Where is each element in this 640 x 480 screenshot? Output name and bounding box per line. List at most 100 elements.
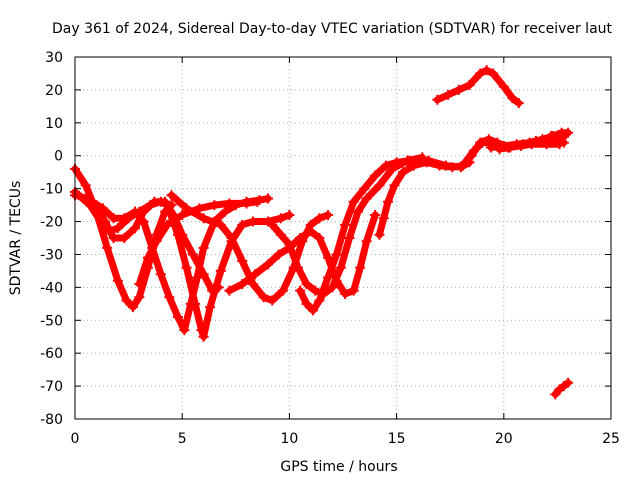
data-point [327, 282, 338, 293]
data-point [513, 98, 524, 109]
data-point [563, 127, 574, 138]
series-trace [433, 66, 523, 107]
data-point [166, 190, 177, 201]
data-point [155, 269, 166, 280]
series-arc-11 [432, 65, 524, 109]
data-point [262, 259, 273, 270]
data-point [468, 145, 479, 156]
y-tick-label: -30 [40, 247, 63, 263]
series-arc-13 [485, 127, 574, 153]
data-point [224, 285, 235, 296]
data-point [295, 233, 306, 243]
data-point [374, 229, 385, 240]
data-point [355, 262, 366, 273]
data-point [361, 236, 372, 247]
data-point [112, 223, 123, 234]
data-point [198, 213, 209, 224]
data-point [196, 325, 207, 336]
data-point [292, 262, 303, 273]
data-point [181, 262, 192, 273]
data-point [149, 196, 160, 207]
data-point [192, 272, 203, 283]
data-point [250, 269, 261, 280]
data-point [237, 219, 248, 230]
data-point [252, 196, 263, 207]
data-point [344, 233, 355, 243]
data-point [295, 285, 306, 296]
data-point [213, 282, 224, 293]
data-point [361, 193, 372, 204]
data-point [340, 219, 351, 230]
y-tick-label: -10 [40, 182, 63, 198]
axis-ticks: 0 5 10 15 20 25 -80 -70 -60 -50 -40 -30 -20 -10 0 10 20 3… [40, 50, 620, 447]
data-point [237, 256, 248, 267]
data-point [198, 331, 209, 342]
data-point [331, 249, 342, 260]
data-point [284, 239, 295, 250]
data-point [348, 285, 359, 296]
data-point [80, 180, 91, 191]
data-point [162, 219, 173, 230]
data-point [121, 295, 132, 306]
data-point [273, 249, 284, 260]
data-point [353, 206, 364, 217]
data-point [348, 196, 359, 207]
data-point [102, 242, 113, 253]
data-point [134, 292, 145, 303]
data-point [310, 285, 321, 296]
series-arc-15 [550, 377, 574, 400]
data-point [322, 272, 333, 283]
x-tick-label: 10 [280, 431, 298, 447]
data-point [138, 206, 149, 217]
data-point [464, 79, 475, 90]
chart-title: Day 361 of 2024, Sidereal Day-to-day VTE… [52, 21, 613, 37]
data-point [160, 196, 171, 207]
data-point [447, 162, 458, 173]
x-axis-label: GPS time / hours [280, 459, 397, 475]
data-point [275, 213, 286, 224]
data-point [138, 216, 149, 227]
data-point [108, 233, 119, 243]
data-point [224, 198, 235, 209]
data-point [398, 167, 409, 178]
data-point [335, 262, 346, 273]
data-point [378, 213, 389, 224]
y-tick-label: -80 [40, 412, 63, 428]
data-point [301, 298, 312, 309]
y-axis-label: SDTVAR / TECUs [8, 181, 24, 296]
data-point [215, 219, 226, 230]
data-point [241, 198, 252, 209]
x-tick-label: 0 [71, 431, 80, 447]
data-point [383, 196, 394, 207]
data-point [507, 93, 518, 104]
data-point [340, 288, 351, 299]
data-point [185, 298, 196, 309]
data-point [432, 94, 443, 105]
data-point [498, 81, 509, 92]
data-point [498, 140, 509, 151]
data-point [181, 203, 192, 214]
x-tick-label: 25 [602, 431, 620, 447]
data-point [370, 209, 381, 220]
data-point [537, 134, 548, 145]
data-point [142, 252, 153, 263]
data-point [187, 249, 198, 260]
data-point [322, 209, 333, 220]
y-tick-label: 10 [45, 116, 63, 132]
plot-frame [74, 56, 612, 420]
data-point [277, 285, 288, 296]
data-point [237, 279, 248, 290]
data-point [134, 279, 145, 290]
series-trace [268, 153, 426, 298]
data-point [215, 265, 226, 276]
data-point [177, 229, 188, 240]
data-point [374, 180, 385, 191]
data-point [391, 157, 402, 168]
data-point [314, 233, 325, 243]
data-series-group [70, 65, 574, 400]
data-point [370, 170, 381, 181]
data-point [305, 226, 316, 237]
data-point [380, 160, 391, 171]
data-point [262, 193, 273, 204]
series-trace [551, 379, 572, 398]
